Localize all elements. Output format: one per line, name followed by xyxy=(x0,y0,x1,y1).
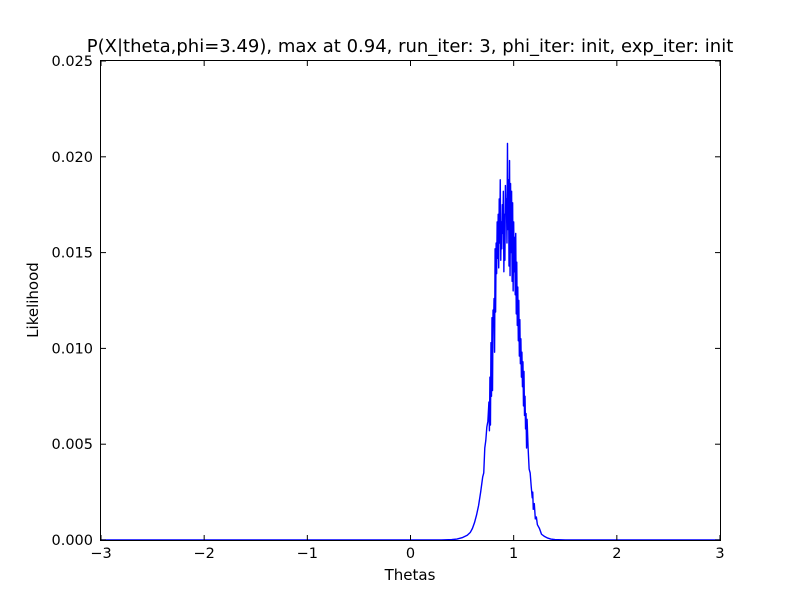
y-tick-label-0: 0.000 xyxy=(51,533,93,549)
y-axis-label: Likelihood xyxy=(24,262,42,338)
x-axis-ticks: −3 −2 −1 0 1 2 3 xyxy=(90,61,725,562)
y-tick-label-1: 0.005 xyxy=(51,437,93,453)
series-line-0 xyxy=(101,142,720,541)
y-tick-label-5: 0.025 xyxy=(51,54,93,70)
axes-frame xyxy=(100,60,721,541)
x-tick-label-0: −3 xyxy=(90,546,111,562)
x-tick-label-5: 2 xyxy=(612,546,621,562)
x-tick-label-4: 1 xyxy=(509,546,518,562)
x-tick-label-1: −2 xyxy=(193,546,214,562)
plot-area xyxy=(101,142,720,541)
y-tick-label-4: 0.020 xyxy=(51,150,93,166)
chart-title: P(X|theta,phi=3.49), max at 0.94, run_it… xyxy=(87,36,734,57)
y-tick-label-2: 0.010 xyxy=(51,341,93,357)
x-tick-label-3: 0 xyxy=(406,546,415,562)
x-tick-label-6: 3 xyxy=(715,546,724,562)
x-axis-label: Thetas xyxy=(384,566,436,584)
x-tick-label-2: −1 xyxy=(297,546,318,562)
y-axis-ticks: 0.000 0.005 0.010 0.015 0.020 0.025 xyxy=(51,54,720,549)
y-tick-label-3: 0.015 xyxy=(51,246,93,262)
